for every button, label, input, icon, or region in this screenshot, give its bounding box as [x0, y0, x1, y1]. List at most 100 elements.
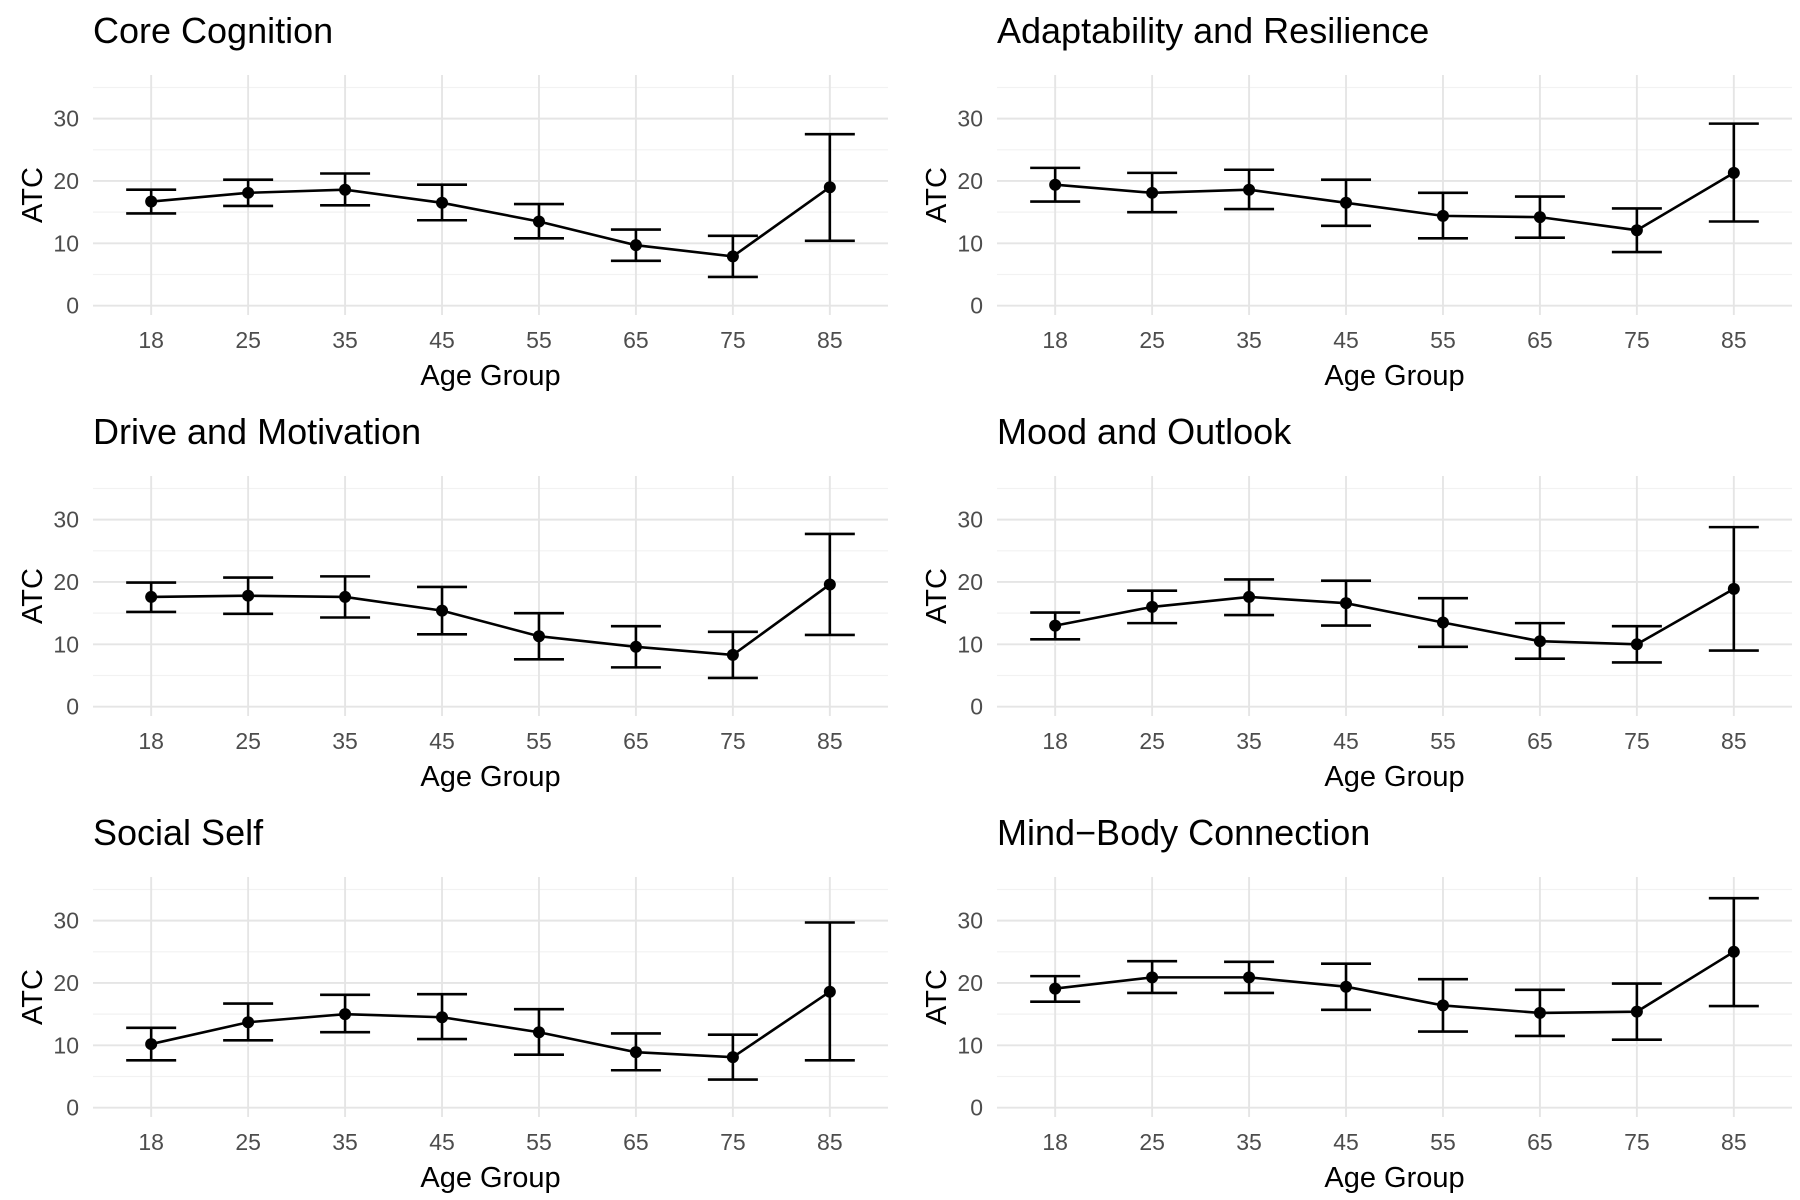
- data-point: [726, 250, 739, 263]
- x-tick-label: 75: [1624, 728, 1650, 754]
- x-tick-label: 45: [1333, 327, 1359, 353]
- data-point: [145, 590, 158, 603]
- y-axis-label: ATC: [17, 969, 49, 1025]
- data-point: [1146, 186, 1159, 199]
- data-point: [823, 181, 836, 194]
- chart-panel-3: Drive and Motivation 0 10 20 30 18 25 35 45 55 65 7…: [17, 411, 888, 793]
- x-tick-label: 35: [1236, 728, 1262, 754]
- x-axis-label: Age Group: [1324, 761, 1464, 793]
- x-tick-label: 45: [429, 728, 455, 754]
- y-axis-label: ATC: [921, 969, 953, 1025]
- data-point: [339, 590, 352, 603]
- chart-panel-2: Adaptability and Resilience 0 10 20 30 18 25 35…: [921, 10, 1792, 392]
- x-tick-label: 18: [1042, 327, 1068, 353]
- data-point: [1533, 635, 1546, 648]
- data-point: [823, 578, 836, 591]
- x-axis-label: Age Group: [1324, 1162, 1464, 1194]
- data-point: [1727, 166, 1740, 179]
- x-tick-label: 55: [526, 728, 552, 754]
- x-tick-label: 55: [1430, 1129, 1456, 1155]
- x-tick-label: 18: [1042, 1129, 1068, 1155]
- data-point: [1243, 590, 1256, 603]
- data-point: [532, 1026, 545, 1039]
- x-tick-label: 85: [817, 1129, 843, 1155]
- data-point: [1436, 999, 1449, 1012]
- y-tick-label: 20: [957, 970, 983, 996]
- panel-title: Social Self: [93, 812, 264, 853]
- x-tick-label: 55: [526, 1129, 552, 1155]
- data-point: [1146, 600, 1159, 613]
- x-tick-label: 35: [332, 1129, 358, 1155]
- x-tick-label: 35: [332, 728, 358, 754]
- x-tick-label: 85: [817, 327, 843, 353]
- x-tick-label: 35: [332, 327, 358, 353]
- x-tick-label: 25: [1139, 327, 1165, 353]
- x-tick-label: 75: [720, 327, 746, 353]
- x-tick-label: 85: [1721, 1129, 1747, 1155]
- x-tick-label: 65: [623, 327, 649, 353]
- data-point: [1049, 982, 1062, 995]
- x-axis-label: Age Group: [420, 360, 560, 392]
- x-tick-label: 85: [817, 728, 843, 754]
- y-tick-label: 10: [957, 631, 983, 657]
- data-point: [1340, 597, 1353, 610]
- panel-title: Mood and Outlook: [997, 411, 1292, 452]
- y-tick-label: 0: [970, 694, 983, 720]
- y-tick-label: 10: [957, 1032, 983, 1058]
- data-point: [242, 589, 255, 602]
- chart-panel-1: Core Cognition 0 10 20 30 18 25 35 45 55 65 75 85 Age…: [17, 10, 888, 392]
- data-point: [1727, 582, 1740, 595]
- x-tick-label: 55: [526, 327, 552, 353]
- data-point: [339, 183, 352, 196]
- series-line: [1054, 587, 1735, 646]
- data-point: [436, 1011, 449, 1024]
- y-tick-label: 0: [66, 1095, 79, 1121]
- y-tick-label: 0: [66, 694, 79, 720]
- data-point: [1533, 211, 1546, 224]
- panel-title: Core Cognition: [93, 10, 333, 51]
- y-tick-label: 10: [53, 230, 79, 256]
- x-axis-label: Age Group: [420, 761, 560, 793]
- data-point: [532, 630, 545, 643]
- y-tick-label: 0: [66, 293, 79, 319]
- data-point: [1533, 1006, 1546, 1019]
- data-point: [1340, 980, 1353, 993]
- data-point: [532, 215, 545, 228]
- data-point: [145, 1038, 158, 1051]
- panel-title: Drive and Motivation: [93, 411, 421, 452]
- x-tick-label: 75: [720, 1129, 746, 1155]
- data-point: [145, 195, 158, 208]
- data-point: [1630, 638, 1643, 651]
- x-tick-label: 45: [1333, 728, 1359, 754]
- x-tick-label: 75: [720, 728, 746, 754]
- x-tick-label: 18: [1042, 728, 1068, 754]
- data-point: [629, 640, 642, 653]
- chart-panel-5: Social Self 0 10 20 30 18 25 35 45 55 65 75 85 Age Gr…: [17, 812, 888, 1194]
- y-axis-label: ATC: [921, 167, 953, 223]
- y-tick-label: 0: [970, 1095, 983, 1121]
- data-point: [823, 985, 836, 998]
- series-line: [151, 583, 831, 657]
- x-tick-label: 25: [1139, 728, 1165, 754]
- x-tick-label: 25: [235, 1129, 261, 1155]
- x-tick-label: 18: [138, 1129, 164, 1155]
- y-tick-label: 30: [53, 106, 79, 132]
- x-tick-label: 65: [623, 1129, 649, 1155]
- y-tick-label: 10: [53, 1032, 79, 1058]
- data-point: [629, 1046, 642, 1059]
- x-tick-label: 35: [1236, 327, 1262, 353]
- x-tick-label: 65: [623, 728, 649, 754]
- chart-panel-4: Mood and Outlook 0 10 20 30 18 25 35 45 55 65 75 85 A…: [921, 411, 1792, 793]
- panel-title: Adaptability and Resilience: [997, 10, 1429, 51]
- y-tick-label: 20: [53, 569, 79, 595]
- y-tick-label: 30: [957, 507, 983, 533]
- x-tick-label: 35: [1236, 1129, 1262, 1155]
- x-tick-label: 45: [429, 327, 455, 353]
- data-point: [1243, 971, 1256, 984]
- x-tick-label: 18: [138, 728, 164, 754]
- x-tick-label: 45: [1333, 1129, 1359, 1155]
- y-tick-label: 30: [53, 908, 79, 934]
- x-tick-label: 65: [1527, 728, 1553, 754]
